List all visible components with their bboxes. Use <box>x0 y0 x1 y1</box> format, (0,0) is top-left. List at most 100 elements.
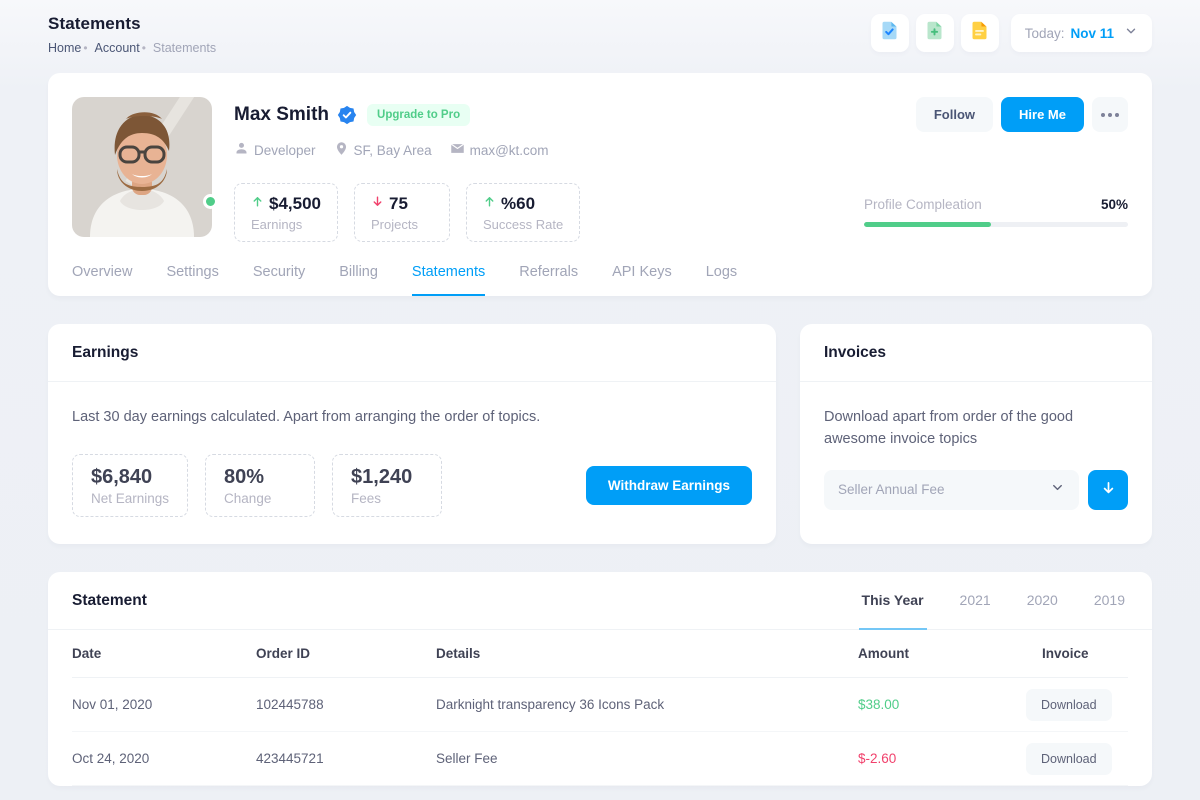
profile-name[interactable]: Max Smith <box>234 103 330 125</box>
breadcrumb-statements: Statements <box>152 41 217 55</box>
stat-label: Net Earnings <box>91 491 170 507</box>
verified-badge-icon <box>337 105 357 125</box>
select-value: Seller Annual Fee <box>838 482 945 498</box>
stat-net-earnings: $6,840 Net Earnings <box>72 454 189 518</box>
year-tab-2020[interactable]: 2020 <box>1026 591 1058 608</box>
profile-completion: Profile Compleation 50% <box>864 197 1128 227</box>
person-icon <box>234 141 249 159</box>
invoices-description: Download apart from order of the good aw… <box>824 409 1074 448</box>
pin-icon <box>334 141 349 159</box>
earnings-description: Last 30 day earnings calculated. Apart f… <box>72 409 541 425</box>
download-arrow-icon <box>1100 480 1117 500</box>
earnings-stats: $6,840 Net Earnings 80% Change $1,240 Fe… <box>72 454 443 518</box>
cell-date: Oct 24, 2020 <box>72 751 150 766</box>
stat-change: 80% Change <box>205 454 316 518</box>
profile-email[interactable]: max@kt.com <box>450 141 549 159</box>
file-plus-button[interactable] <box>915 14 954 52</box>
cell-amount: $38.00 <box>858 697 900 712</box>
stat-label: Fees <box>351 491 382 507</box>
tab-statements[interactable]: Statements <box>411 264 486 296</box>
progress-label: Profile Compleation <box>864 197 982 212</box>
online-status-dot <box>203 194 218 209</box>
tab-billing[interactable]: Billing <box>339 264 378 280</box>
stat-value: 75 <box>389 194 408 213</box>
statement-table: Date Order ID Details Amount Invoice Nov… <box>48 630 1152 786</box>
earnings-title: Earnings <box>72 343 139 361</box>
profile-card: Max Smith Upgrade to Pro Follow Hire Me … <box>48 73 1152 296</box>
avatar[interactable] <box>72 97 218 237</box>
cell-order-id: 102445788 <box>256 697 324 712</box>
tab-logs[interactable]: Logs <box>705 264 738 280</box>
statement-title: Statement <box>72 591 147 609</box>
email-label: max@kt.com <box>469 142 549 158</box>
stat-value: $6,840 <box>91 466 153 489</box>
tab-referrals[interactable]: Referrals <box>519 264 579 280</box>
profile-info: Max Smith Upgrade to Pro Follow Hire Me … <box>234 97 1128 242</box>
file-lines-button[interactable] <box>960 14 999 52</box>
profile-location[interactable]: SF, Bay Area <box>334 141 432 159</box>
hire-me-button[interactable]: Hire Me <box>1001 97 1084 132</box>
column-header-date: Date <box>72 646 102 661</box>
tab-overview[interactable]: Overview <box>72 264 133 280</box>
breadcrumb: Home • Account • Statements <box>48 41 216 55</box>
year-tab-2019[interactable]: 2019 <box>1093 591 1125 608</box>
cell-order-id: 423445721 <box>256 751 324 766</box>
stat-label: Change <box>224 491 272 507</box>
year-tab-this-year[interactable]: This Year <box>858 572 927 630</box>
table-row: Oct 24, 2020 423445721 Seller Fee $-2.60… <box>72 732 1128 786</box>
withdraw-earnings-button[interactable]: Withdraw Earnings <box>585 466 752 506</box>
progress-bar <box>864 222 1128 227</box>
topbar-actions: Today: Nov 11 <box>870 14 1152 52</box>
statement-year-tabs: This Year 2021 2020 2019 <box>829 572 1128 630</box>
follow-button[interactable]: Follow <box>915 97 994 132</box>
cell-amount: $-2.60 <box>858 751 897 766</box>
table-row: Nov 01, 2020 102445788 Darknight transpa… <box>72 678 1128 732</box>
earnings-card: Earnings Last 30 day earnings calculated… <box>48 324 776 544</box>
column-header-details: Details <box>436 646 481 661</box>
stat-label: Success Rate <box>483 217 564 232</box>
download-row-button[interactable]: Download <box>1026 688 1112 721</box>
download-row-button[interactable]: Download <box>1026 742 1112 775</box>
date-selector[interactable]: Today: Nov 11 <box>1010 14 1152 52</box>
invoice-type-select[interactable]: Seller Annual Fee <box>824 469 1079 510</box>
arrow-up-icon <box>251 195 264 213</box>
topbar-left: Statements Home • Account • Statements <box>48 14 216 55</box>
breadcrumb-home[interactable]: Home <box>48 41 82 55</box>
arrow-up-icon <box>483 195 496 213</box>
profile-role[interactable]: Developer <box>234 141 316 159</box>
more-options-button[interactable] <box>1092 97 1128 132</box>
breadcrumb-separator: • <box>141 41 146 55</box>
chevron-down-icon <box>1120 24 1138 43</box>
role-label: Developer <box>254 142 316 158</box>
stat-earnings: $4,500 Earnings <box>234 183 338 242</box>
invoices-title: Invoices <box>824 343 887 361</box>
earnings-header: Earnings <box>48 324 776 382</box>
stat-value: $4,500 <box>269 194 321 213</box>
cell-details: Seller Fee <box>436 751 498 766</box>
profile-tabs: Overview Settings Security Billing State… <box>72 264 1128 296</box>
today-label: Today: <box>1024 25 1065 41</box>
stat-fees: $1,240 Fees <box>332 454 443 518</box>
avatar-photo <box>72 97 212 237</box>
invoices-card: Invoices Download apart from order of th… <box>800 324 1152 544</box>
stat-label: Projects <box>371 217 418 232</box>
breadcrumb-account[interactable]: Account <box>94 41 140 55</box>
tab-api-keys[interactable]: API Keys <box>612 264 672 280</box>
today-value: Nov 11 <box>1070 25 1114 41</box>
tab-settings[interactable]: Settings <box>166 264 219 280</box>
stat-projects: 75 Projects <box>354 183 450 242</box>
download-invoice-button[interactable] <box>1088 469 1128 510</box>
column-header-invoice: Invoice <box>1042 646 1089 661</box>
tab-security[interactable]: Security <box>252 264 306 280</box>
page-title: Statements <box>48 14 141 33</box>
column-header-order-id: Order ID <box>256 646 311 661</box>
progress-value: 50% <box>1100 197 1128 212</box>
arrow-down-icon <box>371 195 384 213</box>
stat-label: Earnings <box>251 217 303 232</box>
year-tab-2021[interactable]: 2021 <box>959 591 991 608</box>
file-lines-icon <box>969 20 990 46</box>
stat-success-rate: %60 Success Rate <box>466 183 581 242</box>
file-check-button[interactable] <box>870 14 909 52</box>
location-label: SF, Bay Area <box>353 142 432 158</box>
upgrade-to-pro-badge[interactable]: Upgrade to Pro <box>367 103 471 126</box>
